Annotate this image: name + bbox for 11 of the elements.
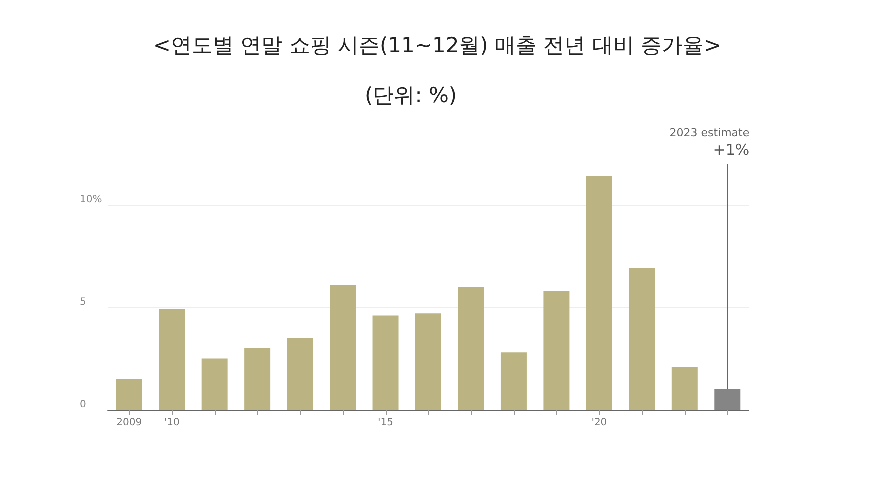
chart-title: <연도별 연말 쇼핑 시즌(11~12월) 매출 전년 대비 증가율> xyxy=(153,34,722,58)
text: 2023 estimate xyxy=(670,126,750,140)
x-tick-label: '15 xyxy=(378,418,394,428)
y-tick-label: 10% xyxy=(80,194,102,206)
x-tick-label: '10 xyxy=(164,418,180,428)
chart-subtitle: (단위: %) xyxy=(365,84,458,108)
data-label: +1% xyxy=(713,141,750,159)
y-tick-label: 5 xyxy=(80,297,86,308)
y-tick-label: 0 xyxy=(80,400,86,410)
x-tick-label: '20 xyxy=(592,418,608,428)
x-tick-label: 2009 xyxy=(116,418,142,428)
